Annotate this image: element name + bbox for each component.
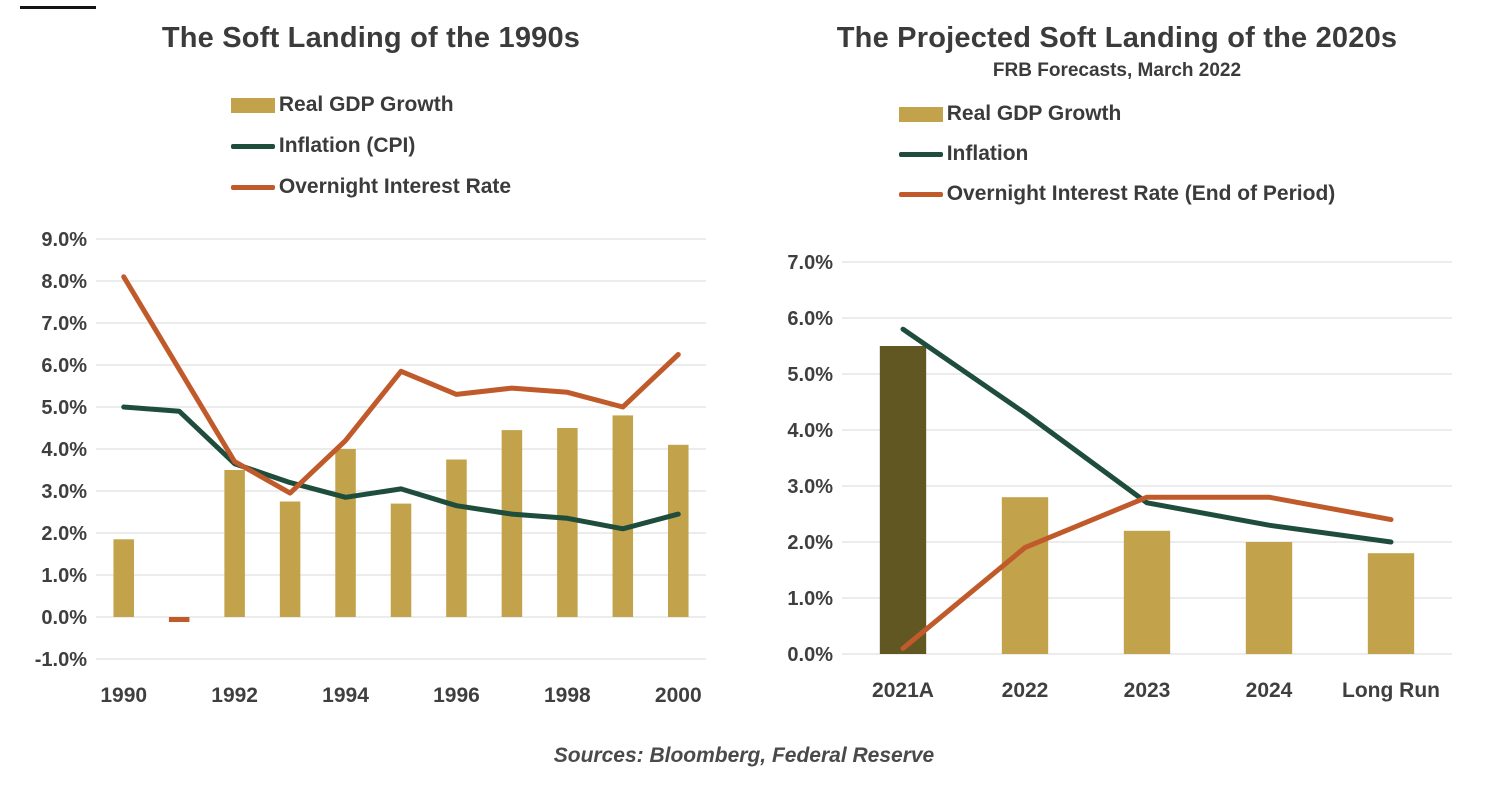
- line-series: [900, 327, 1394, 545]
- legend-label: Real GDP Growth: [946, 102, 1122, 126]
- bar: [168, 617, 190, 623]
- legend-label: Overnight Interest Rate: [278, 175, 512, 199]
- y-tick-label: 9.0%: [41, 229, 87, 251]
- bar: [335, 449, 356, 618]
- legend-item-inflation-cpi: Inflation (CPI): [230, 134, 416, 158]
- sources-note: Sources: Bloomberg, Federal Reserve: [553, 744, 935, 768]
- x-tick-label: 2022: [1002, 679, 1049, 702]
- y-tick-label: 2.0%: [787, 532, 833, 554]
- bar: [1245, 542, 1293, 655]
- y-tick-label: -1.0%: [35, 649, 87, 671]
- y-tick-label: 3.0%: [787, 476, 833, 498]
- y-tick-label: 1.0%: [41, 565, 87, 587]
- y-tick-label: 8.0%: [41, 271, 87, 293]
- bar: [1123, 531, 1171, 655]
- x-tick-label: Long Run: [1342, 679, 1440, 702]
- bar: [224, 470, 245, 618]
- y-tick-label: 5.0%: [41, 397, 87, 419]
- chart-2020s-legend: Real GDP Growth Inflation Overnight Inte…: [898, 102, 1336, 206]
- line-swatch-icon: [230, 184, 275, 190]
- legend-label: Inflation: [946, 142, 1029, 166]
- y-tick-label: 5.0%: [787, 364, 833, 386]
- x-tick-label: 2023: [1124, 679, 1171, 702]
- top-edge-rule: [20, 6, 96, 9]
- x-tick-label: 1992: [211, 684, 258, 707]
- bar: [501, 430, 523, 618]
- legend-label: Overnight Interest Rate (End of Period): [946, 182, 1336, 206]
- bar-swatch-icon: [230, 97, 275, 113]
- y-tick-label: 1.0%: [787, 588, 833, 610]
- y-tick-label: 0.0%: [41, 607, 87, 629]
- bar: [113, 539, 134, 618]
- bar: [279, 501, 301, 618]
- chart-1990s: The Soft Landing of the 1990s Real GDP G…: [21, 22, 721, 714]
- legend-item-overnight-rate-end-of-period: Overnight Interest Rate (End of Period): [898, 182, 1336, 206]
- x-tick-label: 2021A: [872, 679, 934, 702]
- y-tick-label: 6.0%: [787, 308, 833, 330]
- y-tick-label: 0.0%: [787, 644, 833, 666]
- chart-2020s: The Projected Soft Landing of the 2020s …: [767, 22, 1467, 714]
- chart-1990s-legend: Real GDP Growth Inflation (CPI) Overnigh…: [230, 93, 512, 199]
- bar: [879, 346, 927, 655]
- y-tick-label: 7.0%: [41, 313, 87, 335]
- bar-swatch-icon: [898, 106, 943, 122]
- x-tick-label: 2000: [655, 684, 702, 707]
- y-tick-label: 4.0%: [787, 420, 833, 442]
- bar: [668, 445, 689, 618]
- x-tick-label: 1998: [544, 684, 591, 707]
- y-tick-label: 2.0%: [41, 523, 87, 545]
- bar: [446, 459, 467, 618]
- legend-label: Real GDP Growth: [278, 93, 454, 117]
- bar: [390, 503, 412, 618]
- x-tick-label: 2024: [1246, 679, 1293, 702]
- legend-label: Inflation (CPI): [278, 134, 416, 158]
- x-tick-label: 1994: [322, 684, 369, 707]
- line-swatch-icon: [898, 151, 943, 157]
- x-tick-label: 1990: [100, 684, 147, 707]
- legend-item-real-gdp-growth: Real GDP Growth: [898, 102, 1122, 126]
- legend-item-inflation: Inflation: [898, 142, 1029, 166]
- y-tick-label: 6.0%: [41, 355, 87, 377]
- y-tick-label: 3.0%: [41, 481, 87, 503]
- bar: [612, 415, 634, 618]
- bar: [1367, 553, 1415, 655]
- line-swatch-icon: [898, 191, 943, 197]
- chart-2020s-title: The Projected Soft Landing of the 2020s: [836, 22, 1398, 54]
- line-series: [121, 274, 681, 496]
- chart-2020s-plot: 0.0% 1.0% 2.0% 3.0% 4.0% 5.0% 6.0% 7.0% 2021A 202…: [787, 252, 1452, 702]
- chart-1990s-plot: -1.0% 0.0% 1.0% 2.0% 3.0% 4.0% 5.0% 6.0% 7.0% 8.0…: [35, 229, 706, 707]
- y-tick-label: 4.0%: [41, 439, 87, 461]
- x-tick-label: 1996: [433, 684, 480, 707]
- y-tick-label: 7.0%: [787, 252, 833, 274]
- chart-1990s-title: The Soft Landing of the 1990s: [161, 22, 581, 54]
- chart-2020s-subtitle: FRB Forecasts, March 2022: [992, 60, 1242, 82]
- legend-item-overnight-rate: Overnight Interest Rate: [230, 175, 512, 199]
- line-swatch-icon: [230, 143, 275, 149]
- bar: [557, 428, 578, 618]
- bar: [1001, 497, 1049, 655]
- line-series: [121, 404, 681, 532]
- line-series: [900, 495, 1394, 652]
- legend-item-real-gdp-growth: Real GDP Growth: [230, 93, 454, 117]
- charts-row: The Soft Landing of the 1990s Real GDP G…: [21, 22, 1467, 714]
